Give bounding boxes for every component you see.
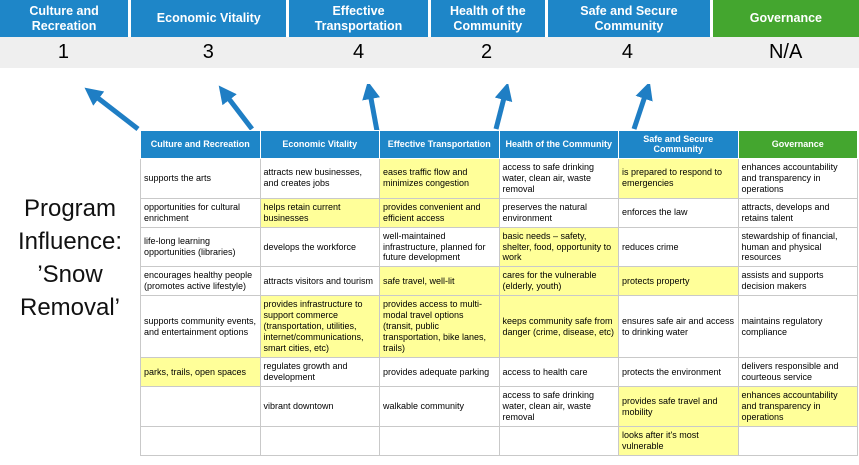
category-header: Safe and Secure Community bbox=[548, 0, 710, 37]
score-value: 2 bbox=[480, 41, 493, 63]
matrix-column-header: Effective Transportation bbox=[379, 130, 500, 159]
influence-arrow bbox=[362, 84, 380, 132]
matrix-cell: protects the environment bbox=[618, 357, 739, 388]
score-value: N/A bbox=[768, 41, 803, 63]
table-row: life-long learning opportunities (librar… bbox=[140, 226, 858, 268]
influence-arrows bbox=[84, 84, 653, 132]
matrix-cell-highlighted: looks after it's most vulnerable bbox=[618, 426, 739, 456]
score-row: 1 3 4 2 4 N/A bbox=[0, 37, 859, 68]
matrix-cell: enforces the law bbox=[618, 197, 739, 228]
matrix-cell-highlighted: protects property bbox=[618, 266, 739, 297]
program-matrix-table: Culture and Recreation Economic Vitality E… bbox=[140, 130, 858, 456]
matrix-cell-highlighted: provides safe travel and mobility bbox=[618, 386, 739, 428]
matrix-cell-highlighted: provides access to multi-modal travel op… bbox=[379, 295, 500, 359]
matrix-cell: walkable community bbox=[379, 386, 500, 428]
category-header: Culture and Recreation bbox=[0, 0, 129, 37]
matrix-cell: encourages healthy people (promotes acti… bbox=[140, 266, 261, 297]
table-row: encourages healthy people (promotes acti… bbox=[140, 266, 858, 297]
matrix-cell: opportunities for cultural enrichment bbox=[140, 197, 261, 228]
matrix-cell: ensures safe air and access to drinking … bbox=[618, 295, 739, 359]
table-row: supports community events, and entertain… bbox=[140, 295, 858, 359]
matrix-cell: attracts new businesses, and creates job… bbox=[259, 157, 380, 199]
table-row: supports the arts attracts new businesses… bbox=[140, 157, 858, 199]
matrix-cell: develops the workforce bbox=[259, 226, 380, 268]
matrix-column-header: Governance bbox=[737, 130, 858, 159]
influence-arrow bbox=[218, 85, 254, 131]
matrix-cell bbox=[259, 426, 380, 456]
influence-arrow bbox=[84, 87, 140, 131]
matrix-body: supports the arts attracts new businesses… bbox=[140, 157, 858, 456]
category-header: Effective Transportation bbox=[289, 0, 428, 37]
table-row: parks, trails, open spaces regulates grow… bbox=[140, 357, 858, 388]
matrix-column-header: Safe and Secure Community bbox=[618, 130, 739, 159]
category-header-row: Culture and Recreation Economic Vitality E… bbox=[0, 0, 859, 37]
matrix-cell-highlighted: provides convenient and efficient access bbox=[379, 197, 500, 228]
matrix-cell-highlighted: cares for the vulnerable (elderly, youth… bbox=[498, 266, 619, 297]
matrix-cell: supports the arts bbox=[140, 157, 261, 199]
matrix-cell: enhances accountability and transparency… bbox=[737, 157, 858, 199]
matrix-cell: assists and supports decision makers bbox=[737, 266, 858, 297]
matrix-cell: regulates growth and development bbox=[259, 357, 380, 388]
matrix-cell: well-maintained infrastructure, planned … bbox=[379, 226, 500, 268]
matrix-cell: preserves the natural environment bbox=[498, 197, 619, 228]
matrix-cell bbox=[737, 426, 858, 456]
matrix-cell bbox=[140, 386, 261, 428]
matrix-cell-highlighted: helps retain current businesses bbox=[259, 197, 380, 228]
matrix-head: Culture and Recreation Economic Vitality E… bbox=[140, 130, 858, 159]
score-value: 3 bbox=[202, 41, 214, 63]
matrix-column-header: Culture and Recreation bbox=[140, 130, 261, 159]
matrix-cell: access to safe drinking water, clean air… bbox=[498, 386, 619, 428]
table-row: vibrant downtown walkable community access… bbox=[140, 386, 858, 428]
matrix-cell-highlighted: is prepared to respond to emergencies bbox=[618, 157, 739, 199]
matrix-cell: provides adequate parking bbox=[379, 357, 500, 388]
matrix-cell: attracts, develops and retains talent bbox=[737, 197, 858, 228]
influence-arrow bbox=[493, 84, 513, 130]
matrix-cell: access to safe drinking water, clean air… bbox=[498, 157, 619, 199]
matrix-cell: vibrant downtown bbox=[259, 386, 380, 428]
influence-arrow bbox=[631, 84, 653, 130]
table-row: opportunities for cultural enrichment hel… bbox=[140, 197, 858, 228]
matrix-cell-highlighted: basic needs – safety, shelter, food, opp… bbox=[498, 226, 619, 268]
program-influence-label: Program Influence: ’Snow Removal’ bbox=[17, 195, 123, 322]
matrix-cell bbox=[498, 426, 619, 456]
matrix-column-header: Health of the Community bbox=[498, 130, 619, 159]
matrix-cell-highlighted: enhances accountability and transparency… bbox=[737, 386, 858, 428]
table-row: looks after it's most vulnerable bbox=[140, 426, 858, 456]
matrix-cell: supports community events, and entertain… bbox=[140, 295, 261, 359]
matrix-cell-highlighted: safe travel, well-lit bbox=[379, 266, 500, 297]
score-value: 4 bbox=[621, 41, 633, 63]
matrix-cell-highlighted: provides infrastructure to support comme… bbox=[259, 295, 380, 359]
matrix-column-header: Economic Vitality bbox=[259, 130, 380, 159]
matrix-header-row: Culture and Recreation Economic Vitality E… bbox=[140, 130, 858, 159]
matrix-cell: maintains regulatory compliance bbox=[737, 295, 858, 359]
matrix-cell: life-long learning opportunities (librar… bbox=[140, 226, 261, 268]
score-value: 4 bbox=[353, 41, 365, 63]
matrix-cell bbox=[140, 426, 261, 456]
category-header: Economic Vitality bbox=[131, 0, 287, 37]
matrix-cell bbox=[379, 426, 500, 456]
matrix-cell: stewardship of financial, human and phys… bbox=[737, 226, 858, 268]
score-value: 1 bbox=[57, 41, 70, 63]
matrix-cell-highlighted: keeps community safe from danger (crime,… bbox=[498, 295, 619, 359]
matrix-cell: delivers responsible and courteous servi… bbox=[737, 357, 858, 388]
category-header: Governance bbox=[712, 0, 859, 37]
matrix-cell: reduces crime bbox=[618, 226, 739, 268]
matrix-cell: attracts visitors and tourism bbox=[259, 266, 380, 297]
matrix-cell-highlighted: parks, trails, open spaces bbox=[140, 357, 261, 388]
matrix-cell-highlighted: eases traffic flow and minimizes congest… bbox=[379, 157, 500, 199]
matrix-cell: access to health care bbox=[498, 357, 619, 388]
category-header: Health of the Community bbox=[430, 0, 546, 37]
